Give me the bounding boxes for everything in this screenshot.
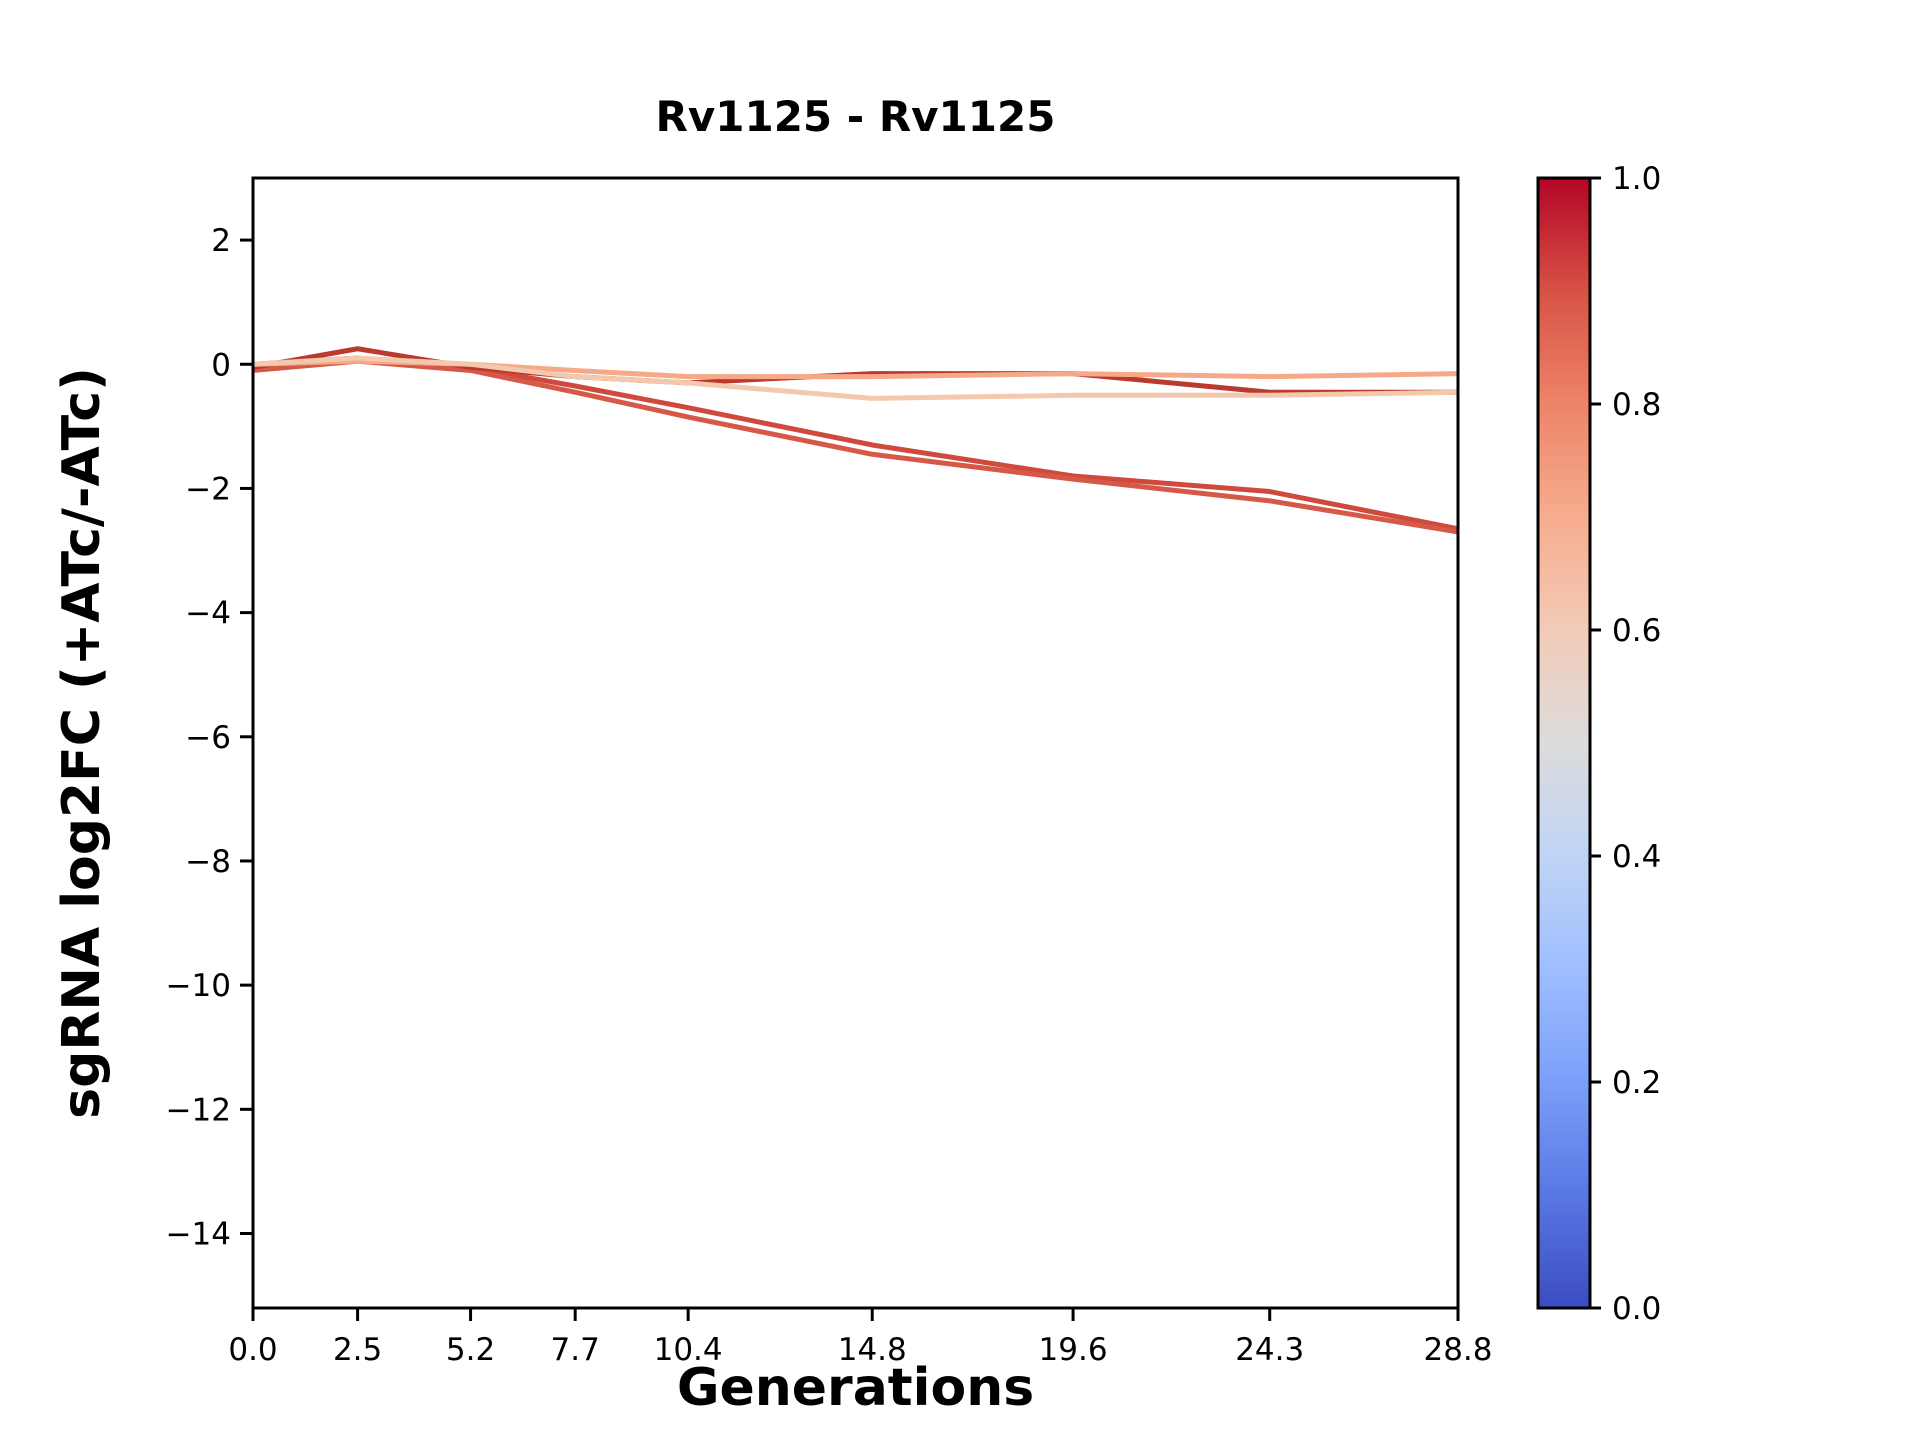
y-tick-label: −4 [185, 596, 231, 632]
y-tick-label: −2 [185, 471, 231, 507]
y-tick-label: −10 [166, 968, 231, 1004]
colorbar-tick-label: 0.6 [1612, 613, 1661, 649]
colorbar-tick-label: 0.0 [1612, 1291, 1661, 1327]
x-axis-label: Generations [676, 1358, 1035, 1418]
x-tick-label: 28.8 [1423, 1332, 1492, 1368]
y-tick-label: −8 [185, 844, 231, 880]
series-line-5 [253, 355, 1458, 401]
y-tick-label: −14 [166, 1216, 231, 1252]
series-line-3 [253, 346, 1458, 395]
x-tick-label: 24.3 [1235, 1332, 1304, 1368]
chart-title: Rv1125 - Rv1125 [655, 92, 1056, 141]
colorbar-border [1536, 176, 1592, 1310]
colorbar-tick-label: 1.0 [1612, 161, 1661, 197]
x-tick-label: 7.7 [551, 1332, 600, 1368]
colorbar-tick-label: 0.4 [1612, 839, 1661, 875]
colorbar-tick-label: 0.2 [1612, 1065, 1661, 1101]
axes-box [251, 176, 1460, 1310]
colorbar-tick-label: 0.8 [1612, 387, 1661, 423]
x-tick-label: 0.0 [228, 1332, 277, 1368]
x-tick-label: 19.6 [1039, 1332, 1108, 1368]
x-tick-label: 14.8 [838, 1332, 907, 1368]
y-tick-label: 2 [211, 223, 231, 259]
y-tick-label: 0 [211, 347, 231, 383]
series-line-2 [253, 358, 1458, 535]
y-tick-label: −6 [185, 720, 231, 756]
colorbar-gradient [1538, 178, 1590, 1308]
y-tick-label: −12 [166, 1092, 231, 1128]
x-tick-label: 10.4 [654, 1332, 723, 1368]
x-tick-label: 5.2 [446, 1332, 495, 1368]
x-tick-label: 2.5 [333, 1332, 382, 1368]
